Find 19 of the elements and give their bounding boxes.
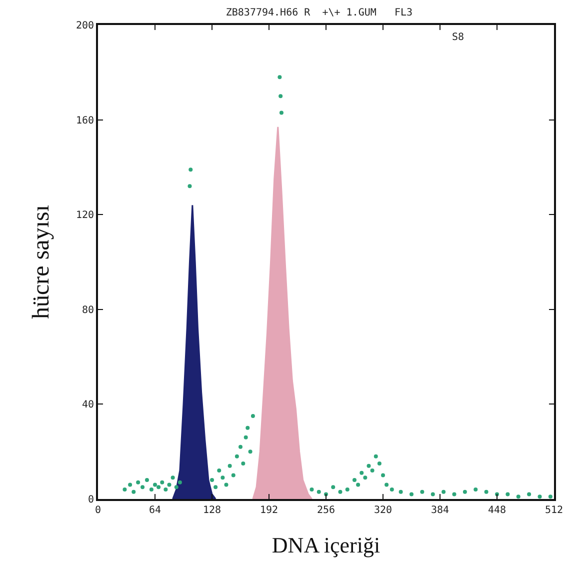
- annotation: S8: [452, 32, 464, 43]
- y-tick-label: 80: [82, 304, 94, 316]
- chart-title: ZB837794.H66 R +\+ 1.GUM FL3: [226, 8, 413, 19]
- x-tick-label: 448: [488, 505, 506, 516]
- x-tick-label: 384: [430, 505, 450, 516]
- x-tick-label: 320: [374, 505, 392, 516]
- x-tick-label: 64: [148, 505, 162, 516]
- x-axis-title: DNA içeriği: [272, 532, 380, 558]
- x-tick-label: 256: [316, 505, 336, 516]
- x-tick-label: 512: [544, 505, 564, 516]
- y-tick-label: 120: [76, 210, 94, 222]
- y-tick-label: 40: [82, 400, 94, 411]
- y-tick-label: 200: [76, 20, 94, 32]
- y-axis-title: hücre sayısı: [28, 204, 55, 319]
- x-tick-label: 128: [202, 505, 222, 516]
- x-tick-label: 192: [260, 505, 278, 516]
- y-tick-label: 0: [88, 494, 94, 506]
- y-tick-label: 160: [76, 115, 94, 126]
- x-tick-label: 0: [94, 505, 102, 516]
